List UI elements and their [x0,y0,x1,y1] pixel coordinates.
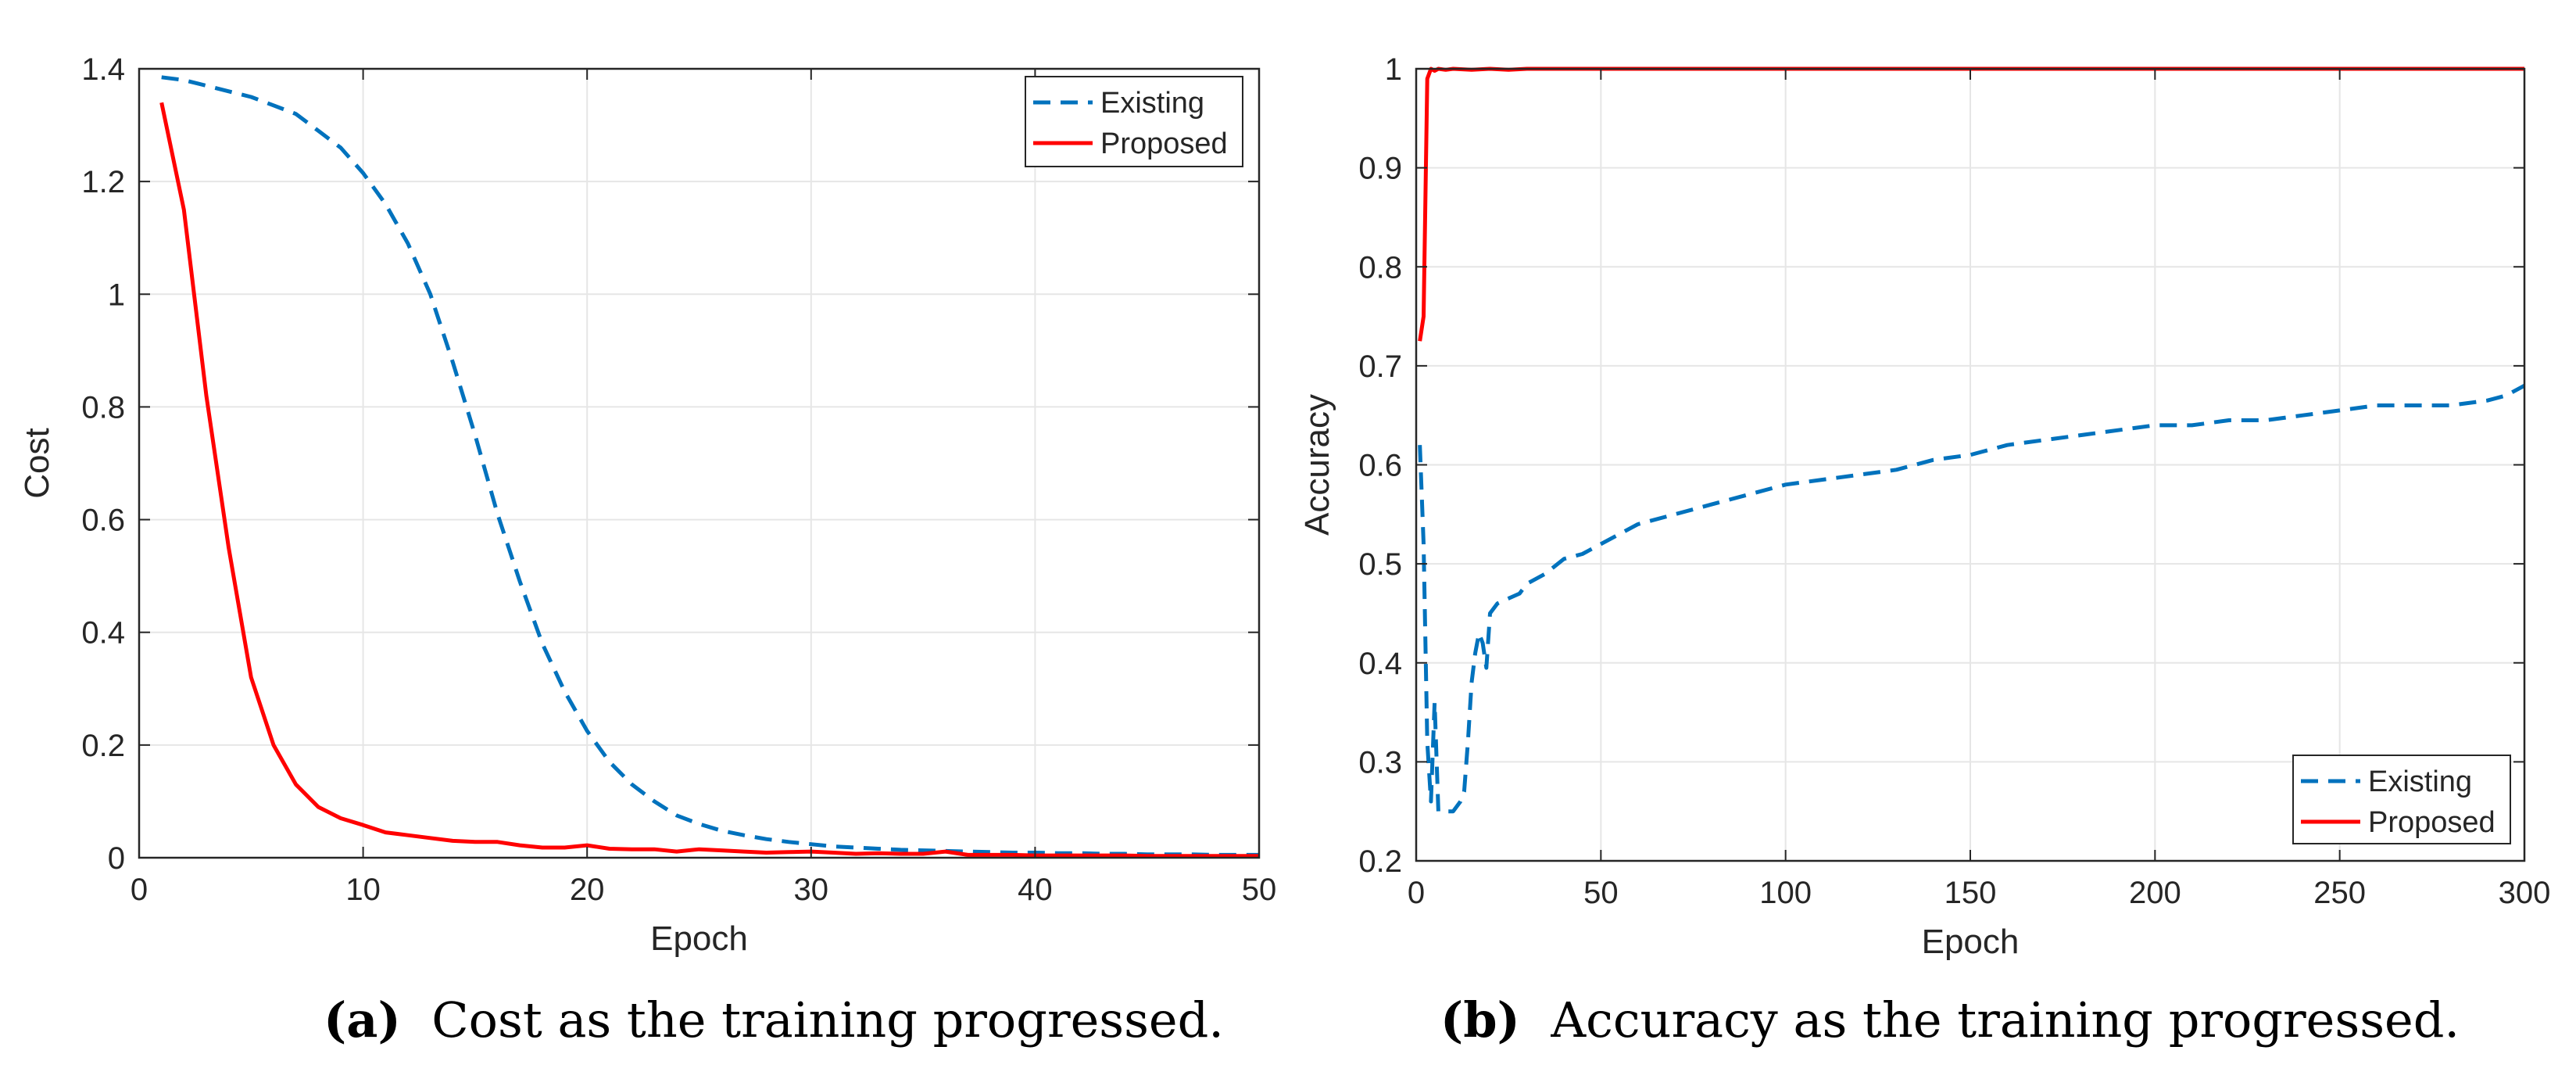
caption-b-text: Accuracy as the training progressed. [1551,991,2460,1049]
x-axis-label: Epoch [650,919,748,958]
x-tick-label: 20 [570,873,605,907]
y-tick-label: 1.4 [81,52,125,87]
x-tick-label: 10 [345,873,381,907]
x-tick-label: 250 [2313,876,2366,910]
x-tick-label: 0 [1408,876,1425,910]
x-tick-label: 150 [1945,876,1997,910]
x-tick-label: 50 [1242,873,1277,907]
axes-box [138,67,1261,859]
x-tick-label: 200 [2129,876,2181,910]
legend-label-existing: Existing [1100,87,1204,120]
legend-label-existing: Existing [2368,765,2472,798]
caption-b-tag: (b) [1440,991,1520,1049]
legend-label-proposed: Proposed [2368,806,2496,839]
y-tick-label: 0.7 [1358,350,1402,384]
y-tick-label: 0.8 [1358,250,1402,285]
plot-area [139,69,1259,858]
caption-a-text: Cost as the training progressed. [431,991,1225,1049]
y-axis-label: Accuracy [1298,394,1336,536]
x-tick-label: 100 [1759,876,1812,910]
legend: Existing Proposed [1025,76,1243,167]
x-tick-label: 30 [794,873,829,907]
x-tick-label: 50 [1583,876,1619,910]
y-tick-label: 0.4 [1358,647,1402,681]
y-axis-label: Cost [18,428,56,498]
chart-b: 0 50 100 150 200 250 300 0.2 0.3 0.4 0.5 0.6 0.7 0.8 0… [1298,52,2550,961]
series-line-proposed [159,102,1259,859]
chart-a: 0 10 20 30 40 50 0 0.2 0.4 0.6 0.8 1 1.2 1.4 Epoch Cost… [18,52,1276,958]
y-tick-label: 0.9 [1358,152,1402,186]
y-tick-label: 1 [108,278,125,312]
series-line-existing [161,75,1259,857]
legend-box [2292,755,2511,844]
legend-label-proposed: Proposed [1100,127,1228,160]
y-tick-label: 1 [1385,52,1402,87]
x-tick-label: 0 [131,873,148,907]
y-tick-label: 0 [108,841,125,876]
x-tick-label: 40 [1018,873,1053,907]
y-tick-label: 0.6 [1358,449,1402,483]
y-tick-label: 0.2 [1358,844,1402,879]
y-tick-label: 1.2 [81,165,125,199]
x-tick-label: 300 [2499,876,2551,910]
y-tick-label: 0.2 [81,729,125,763]
x-axis-label: Epoch [1922,923,2020,961]
y-tick-label: 0.8 [81,390,125,425]
y-tick-label: 0.5 [1358,547,1402,582]
caption-a: (a) Cost as the training progressed. [188,991,1360,1054]
caption-b: (b) Accuracy as the training progressed. [1422,991,2478,1054]
y-tick-label: 0.6 [81,504,125,538]
y-tick-label: 0.3 [1358,745,1402,780]
legend: Existing Proposed [2292,755,2511,844]
legend-box [1025,76,1243,167]
series-line-existing [1418,383,2526,814]
caption-a-tag: (a) [323,991,401,1049]
y-tick-label: 0.4 [81,616,125,651]
